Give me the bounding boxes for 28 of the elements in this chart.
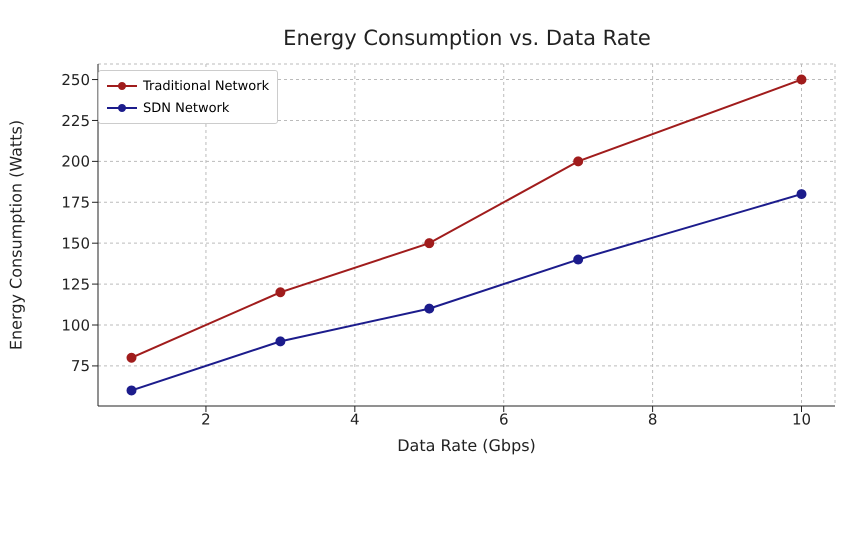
y-tick-label: 125	[61, 275, 90, 294]
y-tick-label: 100	[61, 316, 90, 334]
point	[126, 352, 136, 363]
point	[573, 254, 584, 265]
point	[424, 304, 434, 314]
chart-title: Energy Consumption vs. Data Rate	[282, 26, 652, 50]
x-tick-label: 8	[648, 410, 658, 429]
point	[275, 287, 286, 298]
y-tick-label: 200	[61, 152, 90, 171]
x-axis-title: Data Rate (Gbps)	[397, 436, 536, 455]
y-tick-label: 225	[61, 112, 90, 130]
y-axis-title: Energy Consumption (Watts)	[6, 120, 26, 350]
point	[424, 238, 434, 248]
point	[126, 385, 136, 396]
y-tick-label: 250	[61, 70, 90, 89]
x-tick-label: 2	[201, 410, 211, 429]
point	[796, 74, 806, 85]
legend-label: Traditional Network	[143, 78, 270, 94]
y-tick-label: 75	[70, 357, 90, 376]
legend-label: SDN Network	[143, 100, 230, 116]
y-tick-label: 150	[61, 234, 90, 253]
point	[275, 336, 286, 346]
x-tick-label: 4	[350, 410, 360, 429]
point	[573, 156, 584, 166]
point	[796, 189, 806, 200]
y-tick-label: 175	[61, 194, 90, 212]
x-tick-label: 6	[498, 410, 508, 429]
x-tick-label: 10	[792, 410, 812, 429]
